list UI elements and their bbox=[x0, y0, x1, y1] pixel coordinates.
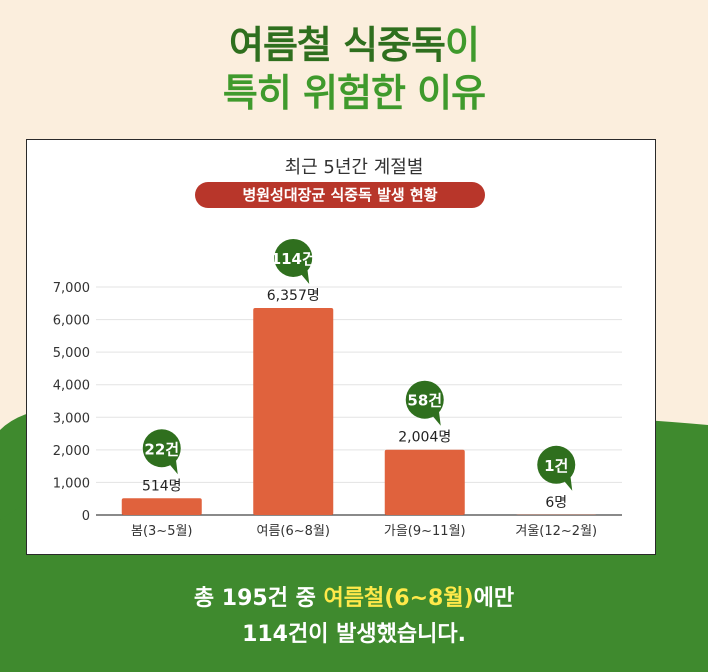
case-count-badge: 22건 bbox=[142, 429, 181, 475]
y-tick-label: 4,000 bbox=[53, 379, 90, 394]
badge-tail bbox=[430, 409, 441, 426]
badge-tail bbox=[167, 458, 178, 475]
value-label: 6명 bbox=[545, 495, 567, 511]
footer-line-2: 114건이 발생했습니다. bbox=[242, 622, 466, 647]
footer-line-1: 총 195건 중 여름철(6~8월)에만 bbox=[0, 580, 708, 612]
y-tick-label: 0 bbox=[82, 509, 90, 524]
badge-circle bbox=[537, 445, 576, 484]
badge-circle bbox=[142, 429, 181, 468]
badge-label: 22건 bbox=[144, 440, 179, 458]
badge-circle bbox=[405, 380, 444, 419]
value-label: 514명 bbox=[142, 478, 182, 494]
bar bbox=[121, 498, 202, 515]
y-tick-label: 2,000 bbox=[53, 444, 90, 459]
badge-circle bbox=[274, 238, 313, 277]
x-tick-label: 봄(3~5월) bbox=[131, 524, 193, 539]
headline-line-2: 특히 위험한 이유 bbox=[222, 71, 486, 115]
value-label: 2,004명 bbox=[398, 430, 451, 446]
y-tick-label: 5,000 bbox=[53, 346, 90, 361]
badge-label: 58건 bbox=[407, 392, 442, 410]
footer-text-a: 총 195건 중 bbox=[193, 586, 324, 611]
case-count-badge: 58건 bbox=[405, 380, 444, 426]
footer-highlight: 여름철(6~8월) bbox=[323, 586, 474, 611]
value-label: 6,357명 bbox=[267, 288, 320, 304]
headline-line-1: 여름철 식중독이 bbox=[0, 14, 708, 69]
badge-tail bbox=[299, 267, 310, 284]
bar bbox=[384, 449, 465, 515]
case-count-badge: 114건 bbox=[271, 238, 316, 284]
badge-tail bbox=[562, 474, 573, 491]
chart-card-title: 최근 5년간 계절별 bbox=[284, 157, 424, 178]
case-count-badge: 1건 bbox=[537, 445, 576, 491]
y-tick-label: 7,000 bbox=[53, 281, 90, 296]
headline-particle: 이 bbox=[445, 23, 480, 67]
x-tick-label: 여름(6~8월) bbox=[257, 524, 330, 539]
x-tick-label: 겨울(12~2월) bbox=[515, 524, 597, 539]
chart-card bbox=[26, 139, 656, 555]
y-tick-label: 3,000 bbox=[53, 411, 90, 426]
badge-label: 114건 bbox=[271, 250, 316, 268]
headline-highlight: 여름철 식중독 bbox=[229, 23, 446, 67]
y-tick-label: 6,000 bbox=[53, 314, 90, 329]
badge-label: 1건 bbox=[544, 457, 568, 475]
x-tick-label: 가을(9~11월) bbox=[384, 524, 466, 539]
footer-text-c: 에만 bbox=[473, 586, 515, 611]
bar bbox=[253, 307, 334, 515]
chart-card-subtitle-pill: 병원성대장균 식중독 발생 현황 bbox=[195, 182, 485, 208]
y-tick-label: 1,000 bbox=[53, 476, 90, 491]
